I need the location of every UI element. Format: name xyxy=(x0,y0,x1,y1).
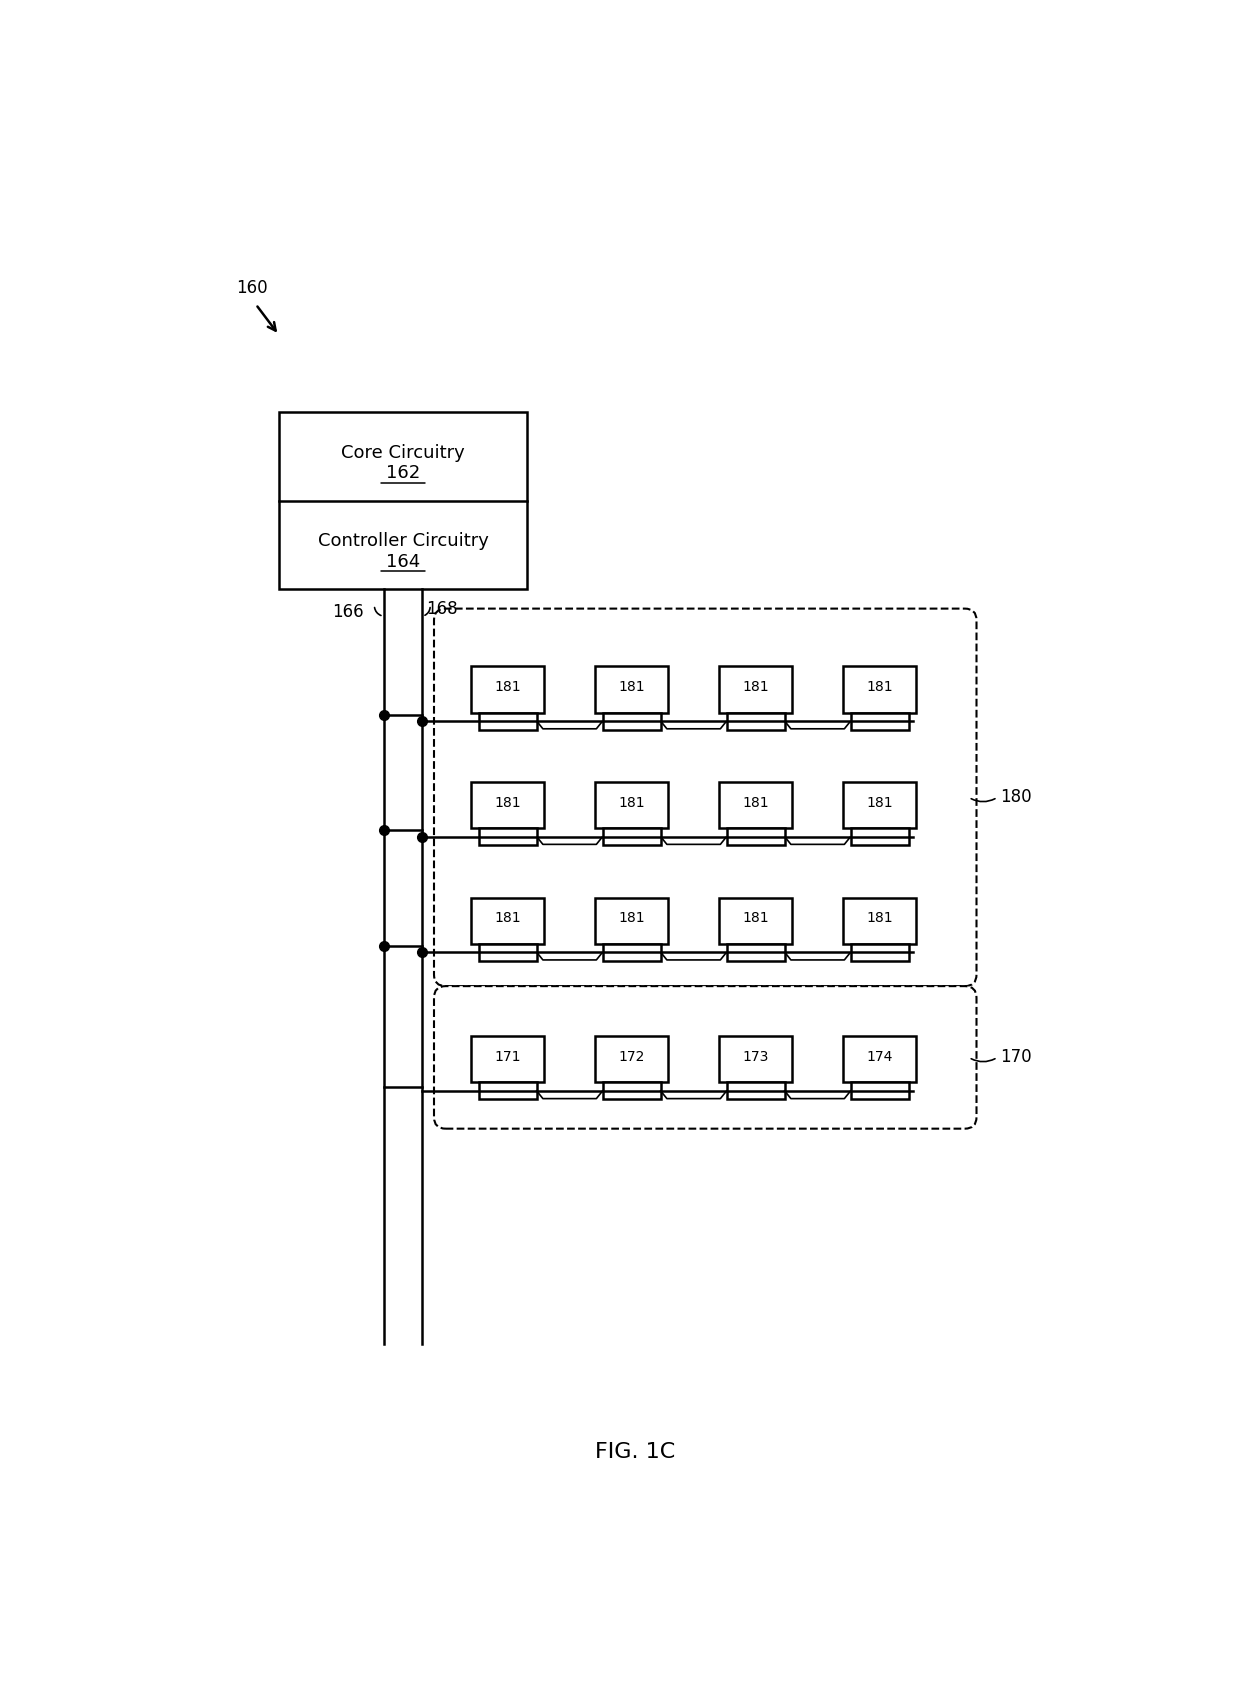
Bar xyxy=(719,898,792,944)
Text: 180: 180 xyxy=(999,788,1032,806)
Text: 166: 166 xyxy=(332,604,365,621)
Bar xyxy=(851,1082,909,1099)
Bar xyxy=(595,782,668,828)
Text: 181: 181 xyxy=(743,796,769,810)
Text: 181: 181 xyxy=(867,796,893,810)
Bar xyxy=(719,1036,792,1082)
Text: 162: 162 xyxy=(386,464,420,483)
Bar xyxy=(843,898,916,944)
Bar xyxy=(851,828,909,845)
FancyBboxPatch shape xyxy=(434,609,977,987)
Bar xyxy=(479,944,537,961)
Text: 181: 181 xyxy=(619,680,645,694)
Text: 174: 174 xyxy=(867,1050,893,1065)
Text: 181: 181 xyxy=(495,912,521,925)
Bar xyxy=(851,944,909,961)
Text: 181: 181 xyxy=(743,680,769,694)
Bar xyxy=(279,412,527,589)
Text: FIG. 1C: FIG. 1C xyxy=(595,1442,676,1463)
Bar xyxy=(603,713,661,730)
Text: 170: 170 xyxy=(999,1048,1032,1067)
Bar xyxy=(727,1082,785,1099)
Text: 181: 181 xyxy=(495,796,521,810)
Text: 171: 171 xyxy=(495,1050,521,1065)
Text: 164: 164 xyxy=(386,553,420,572)
Bar xyxy=(843,667,916,713)
Text: Controller Circuitry: Controller Circuitry xyxy=(317,532,489,549)
Bar xyxy=(595,1036,668,1082)
Text: 173: 173 xyxy=(743,1050,769,1065)
Text: 181: 181 xyxy=(867,680,893,694)
Text: 168: 168 xyxy=(427,600,458,617)
Bar xyxy=(843,782,916,828)
Bar xyxy=(843,1036,916,1082)
Bar xyxy=(719,782,792,828)
Bar xyxy=(727,944,785,961)
Bar xyxy=(727,713,785,730)
Bar xyxy=(471,782,544,828)
Text: Core Circuitry: Core Circuitry xyxy=(341,444,465,461)
Bar xyxy=(595,898,668,944)
Text: 172: 172 xyxy=(619,1050,645,1065)
Bar xyxy=(471,667,544,713)
Bar xyxy=(719,667,792,713)
Bar xyxy=(727,828,785,845)
FancyBboxPatch shape xyxy=(434,987,977,1129)
Text: 181: 181 xyxy=(743,912,769,925)
Bar xyxy=(603,828,661,845)
Bar xyxy=(471,1036,544,1082)
Text: 181: 181 xyxy=(619,912,645,925)
Text: 181: 181 xyxy=(867,912,893,925)
Text: 181: 181 xyxy=(495,680,521,694)
Bar xyxy=(595,667,668,713)
Bar xyxy=(479,1082,537,1099)
Text: 160: 160 xyxy=(237,279,268,296)
Bar xyxy=(479,713,537,730)
Bar xyxy=(603,1082,661,1099)
Bar xyxy=(851,713,909,730)
Bar xyxy=(479,828,537,845)
Bar xyxy=(603,944,661,961)
Text: 181: 181 xyxy=(619,796,645,810)
Bar xyxy=(471,898,544,944)
